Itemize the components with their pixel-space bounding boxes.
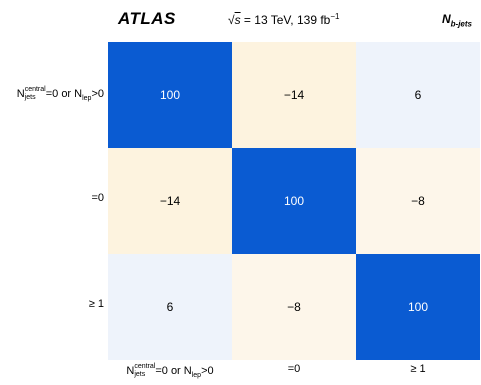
row-label-1: =0	[91, 192, 104, 204]
heatmap-cell-r0-c2	[356, 42, 480, 148]
label-part-post: >0	[91, 87, 104, 100]
lumi-exponent: −1	[330, 12, 340, 21]
label-part-mid: =0 or N	[155, 364, 192, 377]
variable-sub: b-jets	[450, 19, 472, 29]
heatmap-cell-r2-c2	[356, 254, 480, 360]
label-part-sub: jets	[24, 94, 36, 101]
sqrt-s: s	[234, 13, 241, 27]
label-part-pre: N	[126, 364, 135, 377]
cell-value-label: 100	[284, 194, 304, 208]
label-part-mid: ≥ 1	[410, 363, 426, 375]
label-part-sub: jets	[134, 371, 146, 378]
label-part-sup: central	[134, 363, 156, 370]
row-label-2: ≥ 1	[89, 298, 104, 310]
experiment-label: ATLAS	[118, 9, 176, 28]
label-sup-sub-stack: central jets	[25, 86, 46, 102]
variable-main: N	[441, 12, 451, 26]
cell-value-label: −8	[411, 194, 425, 208]
label-part-post: >0	[201, 364, 214, 377]
label-part-mid: ≥ 1	[88, 298, 104, 310]
label-part-sub2: lep	[82, 95, 92, 103]
label-part-mid: =0	[287, 363, 301, 375]
heatmap-cell-r2-c0	[108, 254, 232, 360]
col-label-1: =0	[232, 363, 356, 375]
variable-label: Nb-jets	[442, 12, 472, 28]
heatmap-cell-r0-c1	[232, 42, 356, 148]
energy-lumi-label: √s = 13 TeV, 139 fb−1	[228, 12, 340, 27]
cell-value-label: −14	[284, 88, 305, 102]
col-label-2: ≥ 1	[356, 363, 480, 375]
cell-value-label: −8	[287, 300, 301, 314]
cell-value-label: 100	[160, 88, 180, 102]
label-part-sup: central	[24, 86, 46, 93]
label-part-mid: =0 or N	[45, 87, 83, 100]
label-sup-sub-stack: central jets	[134, 363, 155, 379]
heatmap-cell-r1-c0	[108, 148, 232, 254]
energy-text: = 13 TeV, 139 fb	[240, 13, 331, 27]
label-part-pre: N	[16, 87, 25, 100]
label-part-mid: =0	[91, 192, 104, 204]
heatmap-cell-r0-c0	[108, 42, 232, 148]
cell-value-label: −14	[160, 194, 181, 208]
cell-value-label: 100	[408, 300, 428, 314]
heatmap-cell-r2-c1	[232, 254, 356, 360]
cell-value-label: 6	[167, 300, 174, 314]
heatmap-cell-r1-c2	[356, 148, 480, 254]
cell-value-label: 6	[415, 88, 422, 102]
heatmap-cell-r1-c1	[232, 148, 356, 254]
label-part-sub2: lep	[191, 372, 202, 380]
